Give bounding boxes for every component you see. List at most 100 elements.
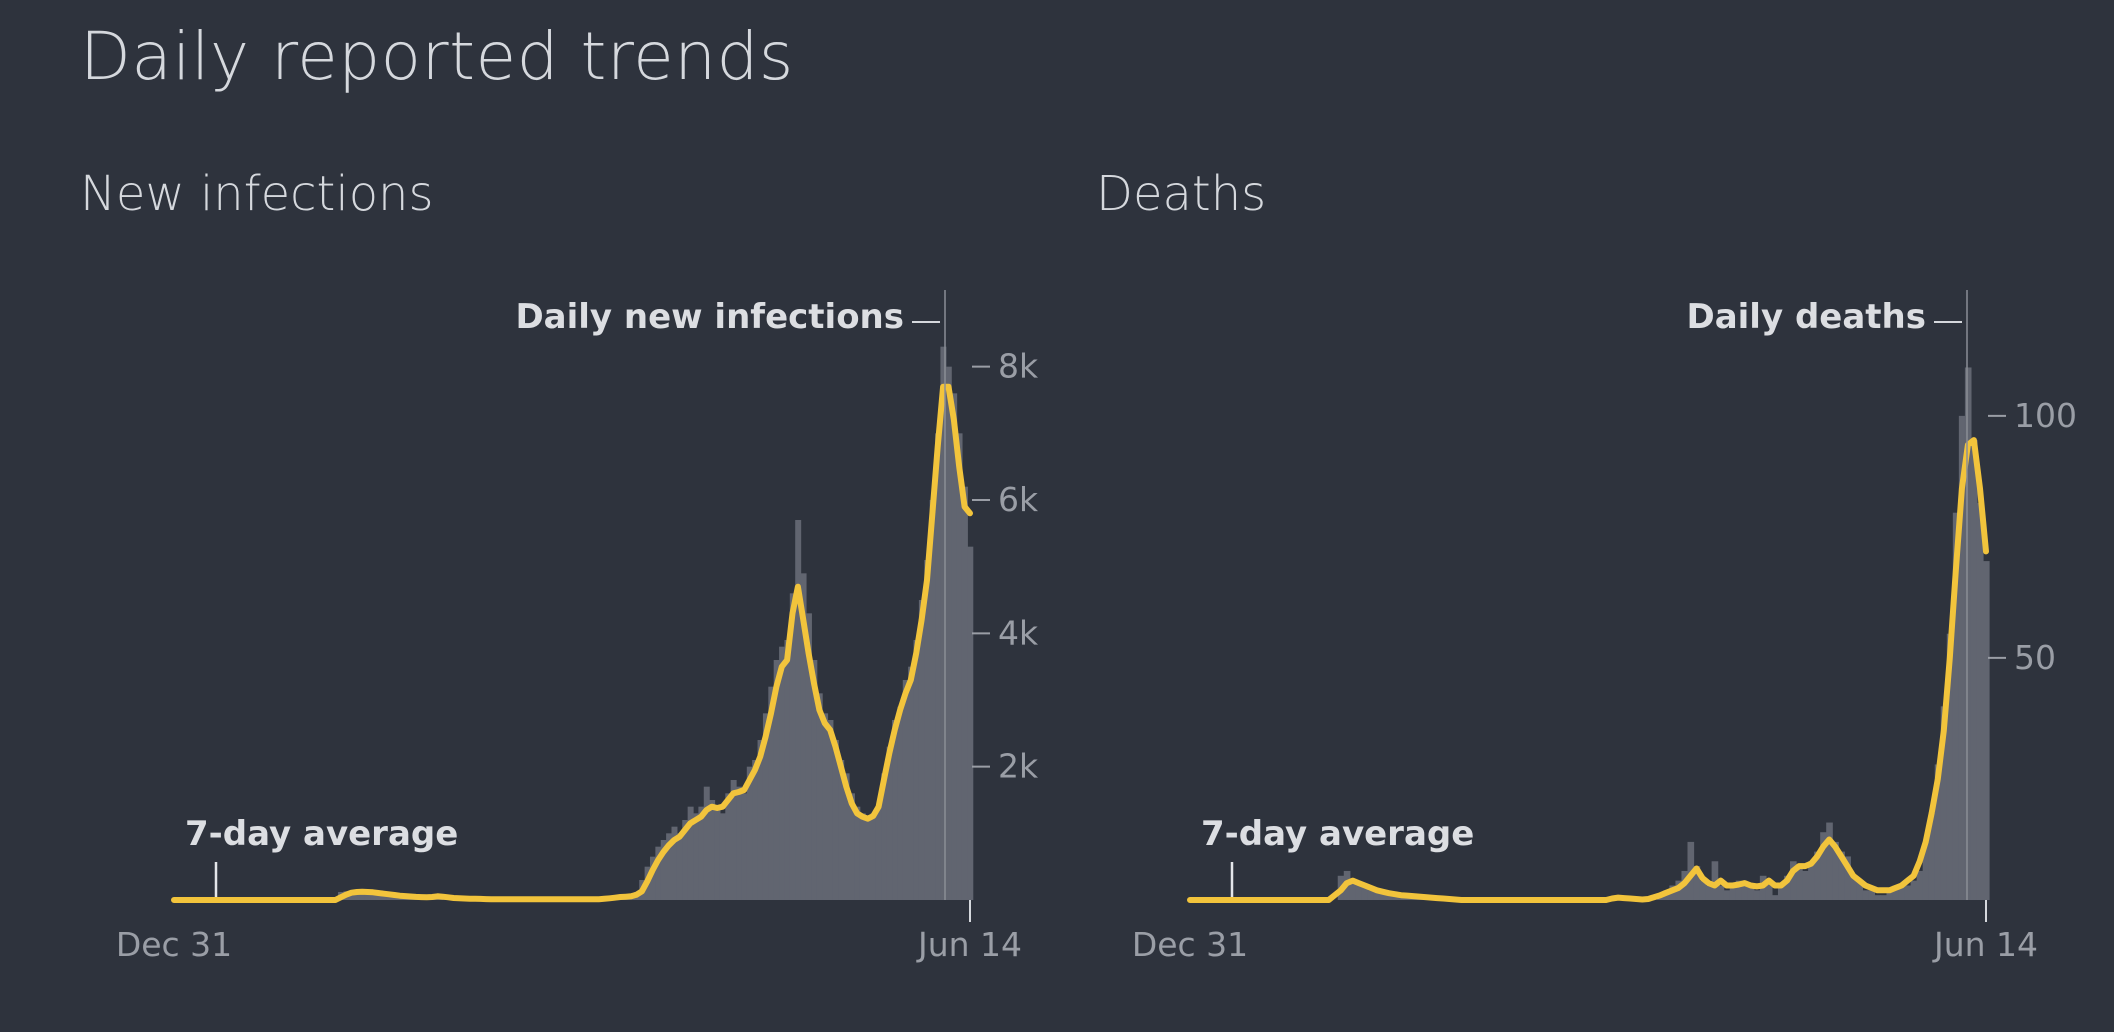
- infections-bar: [805, 613, 812, 900]
- infections-axis: 2k 4k 6k 8k: [214, 290, 1039, 922]
- infections-bar: [375, 894, 382, 900]
- infections-x-start-label: Dec 31: [116, 925, 232, 964]
- deaths-bar: [1850, 875, 1857, 900]
- deaths-average-line: [1187, 437, 1989, 903]
- infections-average-line: [171, 383, 973, 903]
- deaths-bar: [1976, 503, 1984, 900]
- infections-bar: [784, 640, 791, 900]
- infections-bar: [725, 793, 732, 900]
- infections-bar: [703, 786, 710, 900]
- infections-bar: [816, 693, 823, 900]
- deaths-bars: [1337, 367, 1990, 901]
- deaths-bar: [1711, 861, 1719, 900]
- infections-bar: [956, 433, 963, 900]
- infections-bar: [687, 806, 694, 900]
- infections-bar: [789, 593, 796, 900]
- infections-bar: [736, 786, 743, 900]
- infections-bar: [967, 546, 974, 900]
- infections-bar: [945, 366, 952, 900]
- deaths-y-tick-label: 100: [2014, 396, 2077, 435]
- deaths-bar: [1355, 885, 1363, 900]
- infections-bar: [875, 806, 882, 900]
- infections-y-tick-label: 4k: [998, 613, 1039, 652]
- infections-bar: [961, 486, 968, 900]
- infections-bar: [827, 720, 834, 900]
- infections-bar: [929, 500, 936, 900]
- infections-bar: [741, 793, 748, 900]
- infections-bar: [682, 820, 689, 900]
- infections-bar: [886, 746, 893, 900]
- deaths-average-label: 7-day average: [1201, 814, 1474, 854]
- infections-y-tick-label: 8k: [998, 347, 1039, 386]
- deaths-y-tick-label: 50: [2014, 638, 2056, 677]
- infections-bar: [843, 773, 850, 900]
- deaths-bar: [1808, 861, 1815, 900]
- deaths-bar: [1392, 895, 1399, 900]
- deaths-bar: [1964, 367, 1972, 901]
- deaths-bar: [1832, 841, 1839, 900]
- infections-bar: [655, 846, 662, 900]
- deaths-bar: [1904, 885, 1912, 900]
- infections-bar: [822, 713, 829, 900]
- deaths-bar: [1783, 875, 1791, 900]
- infections-bar: [940, 346, 947, 900]
- infections-bar: [913, 640, 920, 900]
- infections-bar: [649, 856, 656, 900]
- deaths-bar: [1367, 890, 1375, 900]
- deaths-axis: 50 100: [1230, 290, 2077, 922]
- infections-bar: [386, 895, 393, 900]
- deaths-bar: [1844, 856, 1851, 900]
- deaths-bar: [1928, 812, 1936, 900]
- infections-bar: [359, 890, 366, 900]
- infections-bars: [338, 346, 974, 900]
- infections-y-tick-label: 6k: [998, 480, 1039, 519]
- deaths-bar: [1693, 866, 1701, 900]
- deaths-bar: [1952, 512, 1960, 900]
- infections-bar: [854, 806, 861, 900]
- infections-bar: [897, 706, 904, 900]
- daily-deaths-label: Daily deaths: [1686, 297, 1926, 337]
- deaths-bar: [1898, 885, 1906, 900]
- deaths-bar: [1765, 880, 1773, 900]
- deaths-bar: [1892, 885, 1900, 900]
- deaths-x-start-label: Dec 31: [1132, 925, 1248, 964]
- infections-bar: [714, 806, 721, 900]
- deaths-bar: [1820, 832, 1827, 900]
- infections-bar: [762, 713, 769, 900]
- deaths-bar: [1753, 890, 1761, 900]
- infections-bar: [364, 892, 371, 900]
- deaths-bar: [1796, 866, 1803, 900]
- infections-bar: [908, 666, 915, 900]
- deaths-bar: [1946, 633, 1954, 900]
- infections-bar: [693, 813, 699, 900]
- infections-bar: [348, 893, 355, 900]
- deaths-bar: [1940, 706, 1948, 900]
- infections-bar: [719, 813, 726, 900]
- deaths-bar: [1361, 885, 1369, 900]
- deaths-bar: [1862, 890, 1870, 900]
- infections-bar: [709, 800, 716, 900]
- deaths-bar: [1802, 870, 1809, 900]
- infections-bar: [800, 573, 807, 900]
- deaths-chart-title: Deaths: [1096, 166, 1267, 222]
- infections-bar: [354, 890, 361, 900]
- infections-bar: [752, 760, 759, 900]
- infections-y-tick-label: 2k: [998, 747, 1039, 786]
- deaths-bar: [1826, 822, 1833, 900]
- infections-bar: [859, 813, 866, 900]
- deaths-x-end-label: Jun 14: [1932, 925, 2038, 964]
- deaths-bar: [1379, 890, 1387, 900]
- infections-bar: [924, 560, 931, 900]
- deaths-bar: [1735, 880, 1743, 900]
- deaths-bar: [1729, 885, 1737, 900]
- deaths-bar: [1705, 885, 1713, 900]
- infections-bar: [730, 780, 737, 900]
- deaths-bar: [1349, 880, 1357, 900]
- deaths-bar: [1777, 885, 1785, 900]
- deaths-bar: [1886, 890, 1894, 900]
- daily-new-infections-label: Daily new infections: [515, 297, 904, 337]
- deaths-bar: [1814, 851, 1821, 900]
- infections-bar: [832, 740, 839, 900]
- infections-bar: [918, 600, 925, 900]
